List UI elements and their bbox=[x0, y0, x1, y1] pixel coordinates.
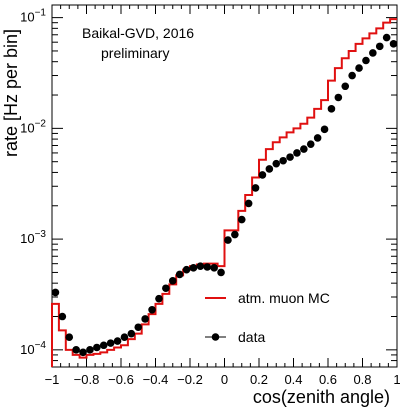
data-point bbox=[106, 339, 115, 347]
data-point bbox=[382, 33, 391, 42]
y-axis-label: rate [Hz per bin] bbox=[1, 29, 21, 157]
data-point bbox=[86, 346, 94, 354]
chart-title: Baikal-GVD, 2016 bbox=[82, 25, 194, 41]
data-point bbox=[334, 93, 343, 102]
data-point bbox=[224, 236, 232, 244]
x-tick-label: 0 bbox=[221, 372, 228, 387]
data-point bbox=[72, 346, 80, 354]
legend-mc-label: atm. muon MC bbox=[238, 290, 330, 306]
data-point bbox=[162, 284, 170, 293]
data-point bbox=[369, 49, 377, 57]
data-point bbox=[251, 184, 260, 192]
data-point bbox=[293, 149, 301, 157]
x-tick-label: 1 bbox=[393, 372, 400, 387]
x-tick-label: 0.4 bbox=[284, 372, 302, 387]
data-point bbox=[286, 153, 294, 161]
legend-data-label: data bbox=[238, 329, 265, 345]
data-point bbox=[348, 71, 356, 80]
data-point bbox=[341, 82, 350, 91]
data-point bbox=[168, 277, 177, 285]
data-point bbox=[279, 156, 287, 165]
x-tick-label: 0.8 bbox=[353, 372, 371, 387]
x-tick-label: 0.2 bbox=[250, 372, 268, 387]
data-point bbox=[141, 315, 149, 323]
data-point bbox=[258, 171, 267, 179]
x-tick-label: −1 bbox=[45, 372, 60, 387]
data-point bbox=[99, 341, 108, 350]
chart-marks bbox=[51, 18, 398, 367]
data-point bbox=[300, 145, 308, 153]
data-point bbox=[210, 264, 218, 272]
legend: atm. muon MC data bbox=[205, 290, 330, 345]
data-point bbox=[79, 348, 87, 357]
x-tick-label: 0.6 bbox=[319, 372, 337, 387]
data-point bbox=[65, 333, 74, 342]
data-point bbox=[306, 140, 315, 148]
data-point bbox=[313, 134, 322, 142]
y-tick-label: 10−2 bbox=[20, 118, 46, 135]
data-point bbox=[389, 40, 398, 48]
data-point bbox=[203, 263, 212, 271]
data-point bbox=[120, 333, 129, 342]
data-point bbox=[320, 125, 329, 134]
legend-data-marker bbox=[211, 333, 220, 341]
data-point bbox=[362, 56, 370, 65]
chart-subtitle: preliminary bbox=[101, 45, 169, 61]
data-point bbox=[113, 337, 122, 345]
data-point bbox=[58, 312, 67, 321]
data-point bbox=[127, 329, 136, 338]
data-point bbox=[148, 305, 156, 314]
data-point bbox=[93, 343, 101, 352]
y-tick-label: 10−1 bbox=[20, 8, 46, 25]
data-point bbox=[265, 165, 274, 173]
x-tick-label: −0.4 bbox=[143, 372, 169, 387]
data-point bbox=[51, 288, 60, 297]
y-tick-label: 10−4 bbox=[20, 340, 46, 357]
mc-histogram-line bbox=[51, 18, 397, 367]
x-tick-label: −0.6 bbox=[108, 372, 134, 387]
data-point bbox=[175, 270, 184, 279]
data-point bbox=[189, 264, 198, 272]
y-axis: 10−4 10−3 10−2 10−1 bbox=[20, 8, 397, 368]
data-point bbox=[155, 294, 163, 303]
data-point bbox=[244, 199, 253, 208]
data-point bbox=[237, 215, 246, 224]
data-point bbox=[272, 159, 281, 168]
data-point bbox=[196, 262, 205, 270]
data-point bbox=[217, 268, 225, 277]
data-point bbox=[327, 105, 336, 113]
x-axis: −1 −0.8 −0.6 −0.4 −0.2 0 0.2 0.4 0.6 0.8 1 bbox=[45, 5, 401, 387]
x-tick-label: −0.2 bbox=[177, 372, 203, 387]
data-point bbox=[182, 265, 191, 274]
data-point bbox=[231, 230, 239, 239]
data-point bbox=[355, 64, 363, 72]
data-point bbox=[134, 323, 143, 332]
x-axis-label: cos(zenith angle) bbox=[253, 387, 390, 407]
y-tick-label: 10−3 bbox=[20, 229, 46, 246]
data-point bbox=[375, 42, 384, 51]
x-tick-label: −0.8 bbox=[74, 372, 100, 387]
